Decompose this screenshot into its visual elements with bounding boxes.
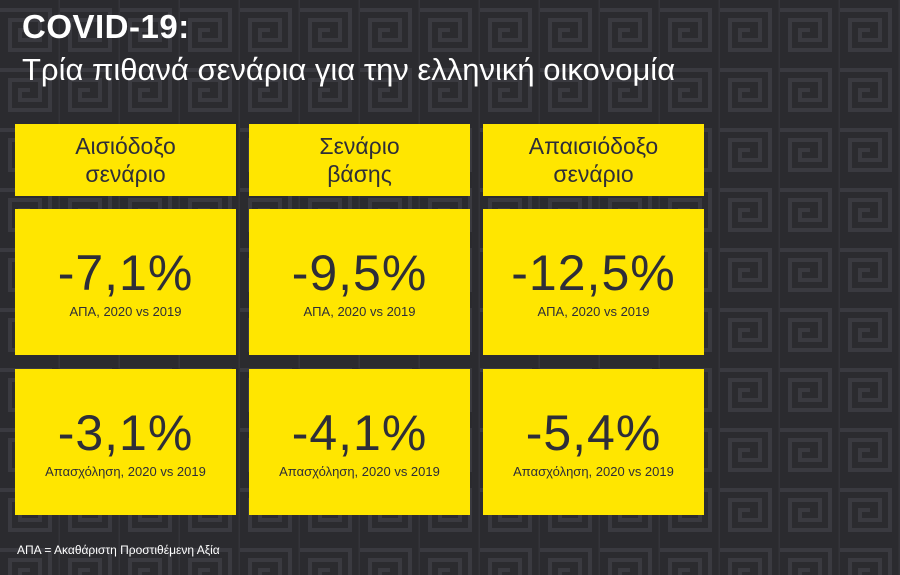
scenario-header-pessimistic: Απαισιόδοξο σενάριο [483, 124, 704, 196]
scenario-label: Σενάριο βάσης [319, 133, 400, 187]
scenario-header-base: Σενάριο βάσης [249, 124, 470, 196]
scenario-label: Αισιόδοξο σενάριο [75, 133, 176, 187]
gdp-card-optimistic: -7,1% ΑΠΑ, 2020 vs 2019 [15, 209, 236, 355]
scenario-header-optimistic: Αισιόδοξο σενάριο [15, 124, 236, 196]
gdp-value: -7,1% [57, 244, 194, 301]
employment-caption: Απασχόληση, 2020 vs 2019 [45, 463, 206, 479]
gdp-caption: ΑΠΑ, 2020 vs 2019 [537, 303, 650, 319]
employment-value: -3,1% [57, 404, 194, 461]
gdp-caption: ΑΠΑ, 2020 vs 2019 [303, 303, 416, 319]
gdp-value: -12,5% [511, 244, 676, 301]
employment-caption: Απασχόληση, 2020 vs 2019 [513, 463, 674, 479]
gdp-card-base: -9,5% ΑΠΑ, 2020 vs 2019 [249, 209, 470, 355]
employment-card-base: -4,1% Απασχόληση, 2020 vs 2019 [249, 369, 470, 515]
employment-value: -4,1% [291, 404, 428, 461]
footnote: ΑΠΑ = Ακαθάριστη Προστιθέμενη Αξία [17, 543, 220, 557]
page-subtitle: Τρία πιθανά σενάρια για την ελληνική οικ… [22, 52, 676, 87]
gdp-value: -9,5% [291, 244, 428, 301]
gdp-caption: ΑΠΑ, 2020 vs 2019 [69, 303, 182, 319]
employment-value: -5,4% [525, 404, 662, 461]
gdp-card-pessimistic: -12,5% ΑΠΑ, 2020 vs 2019 [483, 209, 704, 355]
employment-card-pessimistic: -5,4% Απασχόληση, 2020 vs 2019 [483, 369, 704, 515]
page-title: COVID-19: [22, 8, 190, 45]
scenario-label: Απαισιόδοξο σενάριο [528, 133, 659, 187]
employment-card-optimistic: -3,1% Απασχόληση, 2020 vs 2019 [15, 369, 236, 515]
employment-caption: Απασχόληση, 2020 vs 2019 [279, 463, 440, 479]
